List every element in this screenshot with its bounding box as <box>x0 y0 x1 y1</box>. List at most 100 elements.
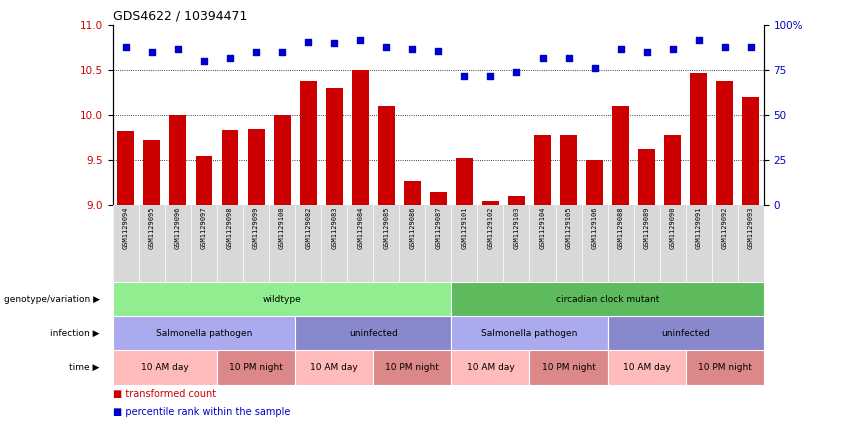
Text: ■ percentile rank within the sample: ■ percentile rank within the sample <box>113 407 290 417</box>
FancyBboxPatch shape <box>451 350 529 385</box>
Point <box>379 44 393 50</box>
Bar <box>143 140 161 205</box>
Text: 10 AM day: 10 AM day <box>141 363 189 372</box>
Bar <box>560 135 577 205</box>
Text: GSM1129102: GSM1129102 <box>488 206 493 249</box>
FancyBboxPatch shape <box>608 316 764 350</box>
Text: 10 PM night: 10 PM night <box>698 363 752 372</box>
Text: 10 PM night: 10 PM night <box>542 363 595 372</box>
Text: GSM1129088: GSM1129088 <box>618 206 623 249</box>
Bar <box>508 196 525 205</box>
Point <box>301 38 315 45</box>
FancyBboxPatch shape <box>451 282 764 316</box>
Point <box>353 36 367 43</box>
Bar <box>430 192 447 205</box>
FancyBboxPatch shape <box>451 316 608 350</box>
Bar <box>638 149 655 205</box>
FancyBboxPatch shape <box>113 350 217 385</box>
Point <box>327 40 341 47</box>
Bar <box>273 115 291 205</box>
Point <box>692 36 706 43</box>
Text: GSM1129094: GSM1129094 <box>123 206 128 249</box>
Text: 10 PM night: 10 PM night <box>229 363 283 372</box>
Point <box>457 72 471 79</box>
Text: GSM1129086: GSM1129086 <box>410 206 415 249</box>
Point <box>119 44 133 50</box>
Text: time ▶: time ▶ <box>69 363 100 372</box>
Point <box>614 45 628 52</box>
Text: uninfected: uninfected <box>349 329 398 338</box>
Text: uninfected: uninfected <box>661 329 710 338</box>
Point <box>666 45 680 52</box>
Text: genotype/variation ▶: genotype/variation ▶ <box>3 294 100 304</box>
Bar <box>456 158 473 205</box>
Bar <box>326 88 343 205</box>
Text: GSM1129105: GSM1129105 <box>566 206 571 249</box>
Text: GSM1129082: GSM1129082 <box>306 206 311 249</box>
Text: 10 PM night: 10 PM night <box>385 363 439 372</box>
Bar <box>117 132 135 205</box>
Text: GSM1129096: GSM1129096 <box>175 206 181 249</box>
Point <box>197 58 211 65</box>
FancyBboxPatch shape <box>217 350 295 385</box>
FancyBboxPatch shape <box>686 350 764 385</box>
Text: 10 AM day: 10 AM day <box>466 363 515 372</box>
Point <box>483 72 497 79</box>
FancyBboxPatch shape <box>608 350 686 385</box>
Bar <box>404 181 421 205</box>
Text: GSM1129089: GSM1129089 <box>644 206 649 249</box>
FancyBboxPatch shape <box>373 350 451 385</box>
Bar <box>612 106 629 205</box>
Text: wildtype: wildtype <box>263 294 301 304</box>
Bar <box>378 106 395 205</box>
Text: GSM1129092: GSM1129092 <box>722 206 727 249</box>
FancyBboxPatch shape <box>295 316 451 350</box>
Text: GSM1129085: GSM1129085 <box>384 206 389 249</box>
Point <box>145 49 159 56</box>
Bar <box>716 81 733 205</box>
Bar <box>742 97 760 205</box>
Text: GSM1129091: GSM1129091 <box>696 206 701 249</box>
Point <box>640 49 654 56</box>
Text: GSM1129098: GSM1129098 <box>227 206 233 249</box>
Bar <box>169 115 187 205</box>
FancyBboxPatch shape <box>529 350 608 385</box>
Text: circadian clock mutant: circadian clock mutant <box>556 294 660 304</box>
FancyBboxPatch shape <box>295 350 373 385</box>
Text: 10 AM day: 10 AM day <box>622 363 671 372</box>
Bar <box>534 135 551 205</box>
Bar <box>221 130 239 205</box>
Text: GSM1129090: GSM1129090 <box>670 206 675 249</box>
Text: GSM1129084: GSM1129084 <box>358 206 363 249</box>
FancyBboxPatch shape <box>113 205 764 282</box>
Point <box>718 44 732 50</box>
Text: ■ transformed count: ■ transformed count <box>113 389 216 398</box>
Point <box>562 54 575 61</box>
Bar <box>352 70 369 205</box>
Bar <box>482 201 499 205</box>
Text: GSM1129103: GSM1129103 <box>514 206 519 249</box>
Bar <box>195 156 213 205</box>
Point <box>510 69 523 75</box>
Text: GDS4622 / 10394471: GDS4622 / 10394471 <box>113 10 247 23</box>
Point <box>223 54 237 61</box>
Point <box>275 49 289 56</box>
Point <box>171 45 185 52</box>
FancyBboxPatch shape <box>113 282 451 316</box>
Text: GSM1129104: GSM1129104 <box>540 206 545 249</box>
Bar <box>690 73 707 205</box>
Text: GSM1129087: GSM1129087 <box>436 206 441 249</box>
Point <box>249 49 263 56</box>
Point <box>431 47 445 54</box>
Text: GSM1129101: GSM1129101 <box>462 206 467 249</box>
Text: 10 AM day: 10 AM day <box>310 363 358 372</box>
Point <box>744 44 758 50</box>
Text: GSM1129083: GSM1129083 <box>332 206 337 249</box>
Text: infection ▶: infection ▶ <box>50 329 100 338</box>
Point <box>536 54 549 61</box>
Text: GSM1129093: GSM1129093 <box>748 206 753 249</box>
Bar <box>299 81 317 205</box>
Point <box>405 45 419 52</box>
Text: GSM1129097: GSM1129097 <box>201 206 207 249</box>
Point <box>588 65 602 72</box>
